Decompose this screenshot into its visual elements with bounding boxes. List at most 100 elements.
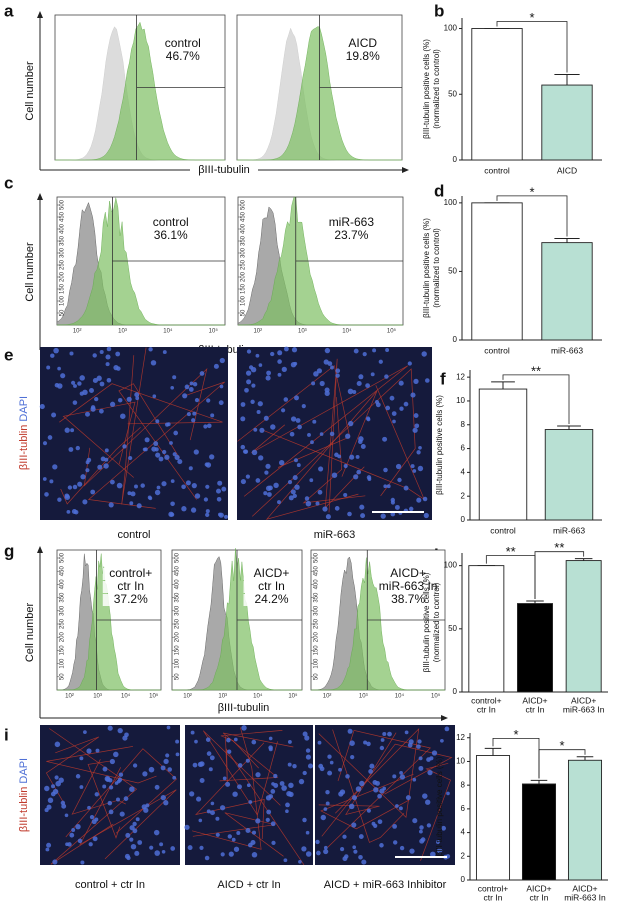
nucleus	[189, 791, 195, 797]
nucleus	[399, 845, 405, 851]
nucleus	[373, 787, 379, 793]
nucleus	[325, 801, 330, 806]
nucleus	[245, 758, 250, 763]
nucleus	[203, 424, 208, 429]
nucleus	[245, 827, 251, 834]
x-tick-label: 10⁵	[431, 693, 441, 700]
x-tick-label: miR-663	[553, 525, 585, 535]
nucleus	[240, 416, 246, 422]
y-tick-label: 2	[461, 851, 466, 860]
nucleus	[196, 796, 202, 802]
nucleus	[79, 785, 84, 789]
nucleus	[245, 474, 251, 479]
nucleus	[197, 761, 204, 768]
nucleus	[231, 837, 236, 842]
nucleus	[417, 465, 424, 472]
nucleus	[319, 766, 325, 772]
gate-label: control	[153, 215, 189, 229]
nucleus	[117, 397, 123, 403]
y-axis-label: (normalized to control)	[432, 49, 441, 129]
nucleus	[334, 506, 340, 511]
nucleus	[395, 804, 399, 808]
nucleus	[270, 789, 276, 794]
nucleus	[403, 401, 409, 407]
nucleus	[273, 783, 279, 788]
y-tick-label: 300	[241, 247, 247, 258]
stained-histogram	[57, 197, 225, 326]
nucleus	[358, 834, 364, 840]
nucleus	[130, 491, 136, 497]
nucleus	[49, 479, 54, 484]
nucleus	[132, 763, 138, 768]
neurite	[243, 365, 408, 497]
neurite	[46, 746, 157, 784]
nucleus	[305, 748, 311, 753]
nucleus	[47, 435, 53, 440]
nucleus	[97, 464, 103, 470]
neurite	[318, 727, 420, 819]
nucleus	[87, 805, 91, 810]
nucleus	[162, 449, 167, 455]
gate-label: control+	[109, 566, 152, 580]
stained-histogram	[57, 553, 161, 691]
nucleus	[148, 496, 153, 501]
nucleus	[342, 856, 348, 862]
nucleus	[315, 501, 320, 506]
nucleus	[298, 778, 305, 785]
x-tick-label: control	[484, 345, 510, 355]
nucleus	[172, 375, 177, 380]
gate-label: 24.2%	[254, 592, 288, 606]
nucleus	[85, 460, 90, 465]
nucleus	[243, 449, 249, 454]
nucleus	[148, 347, 153, 352]
nucleus	[236, 830, 241, 836]
significance-label: *	[513, 727, 518, 742]
nucleus	[154, 447, 159, 452]
nucleus	[92, 353, 97, 358]
nucleus	[64, 813, 69, 818]
y-tick-label: 0	[453, 335, 458, 344]
gate-label: 38.7%	[391, 592, 425, 606]
neurite	[192, 727, 262, 850]
significance-bracket	[538, 749, 586, 779]
gate-label: miR-663 In	[379, 579, 438, 593]
nucleus	[187, 845, 193, 851]
nucleus	[372, 348, 377, 353]
nucleus	[294, 484, 300, 490]
nucleus	[266, 370, 272, 376]
nucleus	[271, 840, 276, 846]
nucleus	[95, 748, 100, 753]
y-tick-label: 12	[456, 372, 465, 381]
nucleus	[392, 774, 397, 779]
nucleus	[219, 805, 226, 811]
nucleus	[99, 381, 105, 387]
nucleus	[266, 809, 272, 815]
y-tick-label: 200	[314, 632, 320, 643]
nucleus	[225, 781, 231, 787]
nucleus	[169, 441, 173, 445]
gate-label: 23.7%	[334, 228, 368, 242]
nucleus	[431, 750, 438, 756]
nucleus	[251, 449, 258, 456]
nucleus	[191, 482, 197, 489]
nucleus	[210, 413, 215, 418]
nucleus	[217, 480, 223, 486]
gate-label-bg	[102, 594, 159, 606]
nucleus	[384, 374, 389, 379]
nucleus	[421, 351, 427, 357]
nucleus	[422, 793, 428, 799]
nucleus	[105, 354, 111, 360]
nucleus	[126, 396, 132, 402]
nucleus	[347, 388, 354, 395]
nucleus	[175, 752, 180, 757]
nucleus	[273, 773, 278, 779]
nucleus	[378, 359, 383, 364]
gate-label: AICD	[348, 36, 377, 50]
stained-histogram	[55, 21, 225, 161]
nucleus	[52, 859, 58, 865]
nucleus	[89, 388, 94, 393]
nucleus	[75, 445, 80, 451]
nucleus	[221, 486, 227, 492]
nucleus	[410, 464, 415, 469]
nucleus	[134, 484, 138, 489]
